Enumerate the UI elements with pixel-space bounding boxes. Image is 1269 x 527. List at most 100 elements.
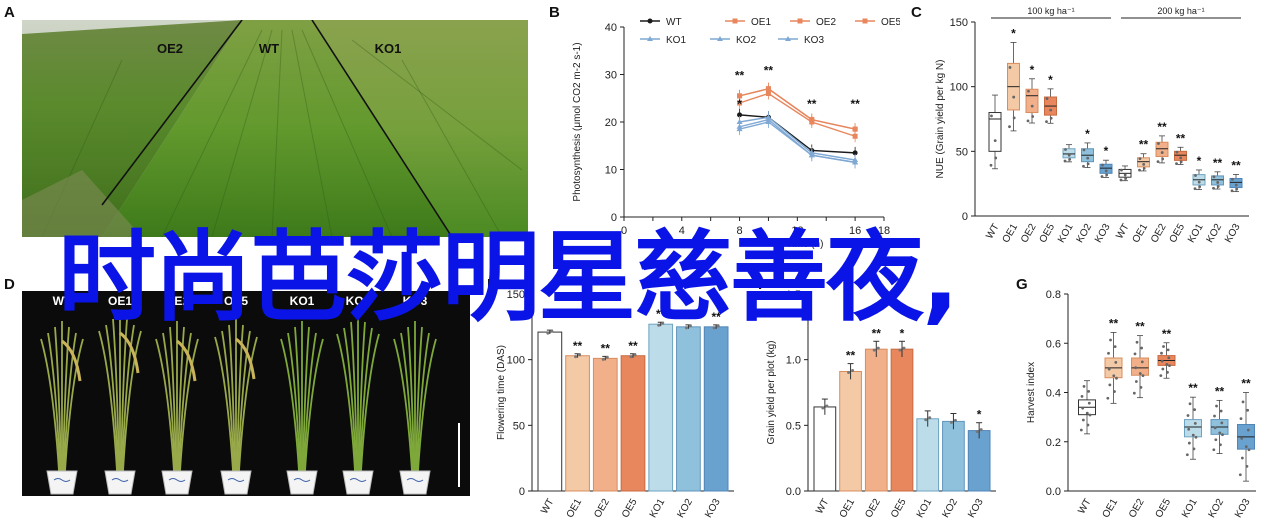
significance-mark: **	[1188, 381, 1198, 395]
x-tick-label: 8	[736, 225, 742, 237]
nue-box-wt	[988, 112, 1002, 152]
data-point	[1157, 142, 1160, 145]
data-point	[1194, 435, 1198, 439]
y-tick-label: 0.6	[1046, 338, 1061, 350]
plant-stem	[177, 326, 185, 472]
plant-stem	[294, 326, 302, 472]
data-point	[1088, 413, 1092, 417]
data-point	[1141, 374, 1145, 378]
y-tick-label: 100	[507, 355, 525, 367]
plant-label-ko2: KO2	[346, 294, 371, 308]
significance-mark: **	[1241, 377, 1251, 391]
pot-decoration	[349, 478, 367, 482]
data-point	[1247, 448, 1251, 452]
data-point	[1240, 456, 1244, 460]
bar-oe5	[620, 355, 646, 492]
plant-pot	[46, 470, 78, 495]
significance-mark: *	[1104, 144, 1109, 158]
bar-oe1	[565, 355, 590, 492]
legend-label-ko3: KO3	[804, 35, 824, 46]
data-point	[1238, 473, 1242, 477]
data-point	[1187, 441, 1191, 445]
plant-stem	[63, 332, 77, 472]
data-point	[1138, 157, 1142, 160]
data-point	[1166, 370, 1169, 374]
data-point	[605, 355, 609, 359]
panel-letter-a: A	[4, 4, 15, 21]
data-point	[1082, 148, 1086, 152]
y-axis-label: Flowering time (DAS)	[496, 345, 507, 440]
panel-letter-f: F	[758, 276, 768, 293]
data-point	[1104, 169, 1108, 173]
data-point	[688, 324, 692, 328]
nue-box-ko1	[1062, 148, 1076, 159]
legend-marker	[732, 18, 738, 24]
significance-mark: *	[1048, 73, 1053, 87]
grain-yield-chart: 0.0 0.5 1.0 1.5 Grain yield per plot (kg) WT *…	[766, 289, 996, 520]
field-photo: OE2 WT KO1	[22, 20, 528, 237]
photosynthesis-chart: 0 10 20 30 40 0 4 8 12 16 18 Time (h) Photosynthesis…	[572, 17, 900, 250]
series-line-oe2	[739, 87, 856, 130]
bar-wt	[813, 406, 837, 492]
x-tick-label: KO2	[940, 497, 960, 520]
data-point	[1008, 66, 1012, 69]
data-point	[1214, 438, 1218, 442]
data-point	[1231, 177, 1234, 181]
data-point	[1100, 175, 1104, 178]
plant-photo: WT OE1 OE2 OE5 KO1 KO2 KO3	[22, 291, 470, 496]
y-tick-label: 20	[605, 117, 617, 129]
significance-mark: **	[1176, 131, 1186, 145]
data-point	[1114, 361, 1118, 364]
plant-stem	[343, 327, 357, 472]
data-point	[1119, 178, 1123, 182]
data-point	[1161, 367, 1165, 371]
x-tick-label: 0	[621, 225, 627, 237]
data-point	[1193, 408, 1197, 412]
data-point	[993, 139, 997, 143]
nue-box-oe1	[1137, 157, 1150, 168]
plant-panicle	[176, 339, 197, 382]
panel-letter-d: D	[4, 276, 15, 293]
legend-label-ko2: KO2	[736, 35, 756, 46]
series-line-ko3	[739, 121, 856, 164]
nue-box-oe5	[1174, 150, 1187, 161]
y-tick-label: 0.0	[1046, 486, 1061, 498]
data-point	[1165, 363, 1169, 366]
series-line-ko1	[739, 116, 856, 161]
significance-mark: *	[737, 97, 742, 111]
bar-ko1	[648, 323, 674, 492]
y-tick-label: 0	[611, 212, 617, 224]
y-tick-label: 1.0	[786, 355, 801, 367]
data-point	[1246, 428, 1250, 432]
x-tick-label: 18	[878, 225, 890, 237]
y-tick-label: 150	[507, 289, 525, 301]
data-point	[1063, 159, 1067, 163]
data-point	[1167, 356, 1171, 360]
data-point	[989, 163, 993, 167]
point-oe5	[809, 119, 815, 125]
data-point	[1107, 367, 1111, 371]
data-point	[1213, 426, 1217, 430]
data-point	[657, 323, 661, 327]
data-point	[898, 348, 902, 352]
data-point	[1081, 418, 1085, 422]
series-line-oe5	[739, 92, 856, 137]
data-point	[1193, 187, 1197, 191]
significance-mark: **	[573, 339, 583, 353]
data-point	[1212, 175, 1216, 179]
bar-oe2	[592, 357, 618, 492]
data-point	[1082, 164, 1085, 168]
data-point	[1240, 436, 1244, 440]
significance-mark: **	[1157, 120, 1167, 134]
data-point	[1197, 180, 1201, 184]
plant-panicle	[235, 337, 256, 380]
significance-mark: *	[1085, 127, 1090, 141]
data-point	[1187, 427, 1191, 431]
photo-label-wt: WT	[259, 41, 279, 56]
significance-mark: **	[601, 341, 611, 355]
legend-label-wt: WT	[666, 17, 682, 28]
data-point	[847, 370, 851, 374]
photo-label-oe2: OE2	[157, 41, 183, 56]
data-point	[1215, 404, 1218, 408]
data-point	[1220, 421, 1224, 425]
